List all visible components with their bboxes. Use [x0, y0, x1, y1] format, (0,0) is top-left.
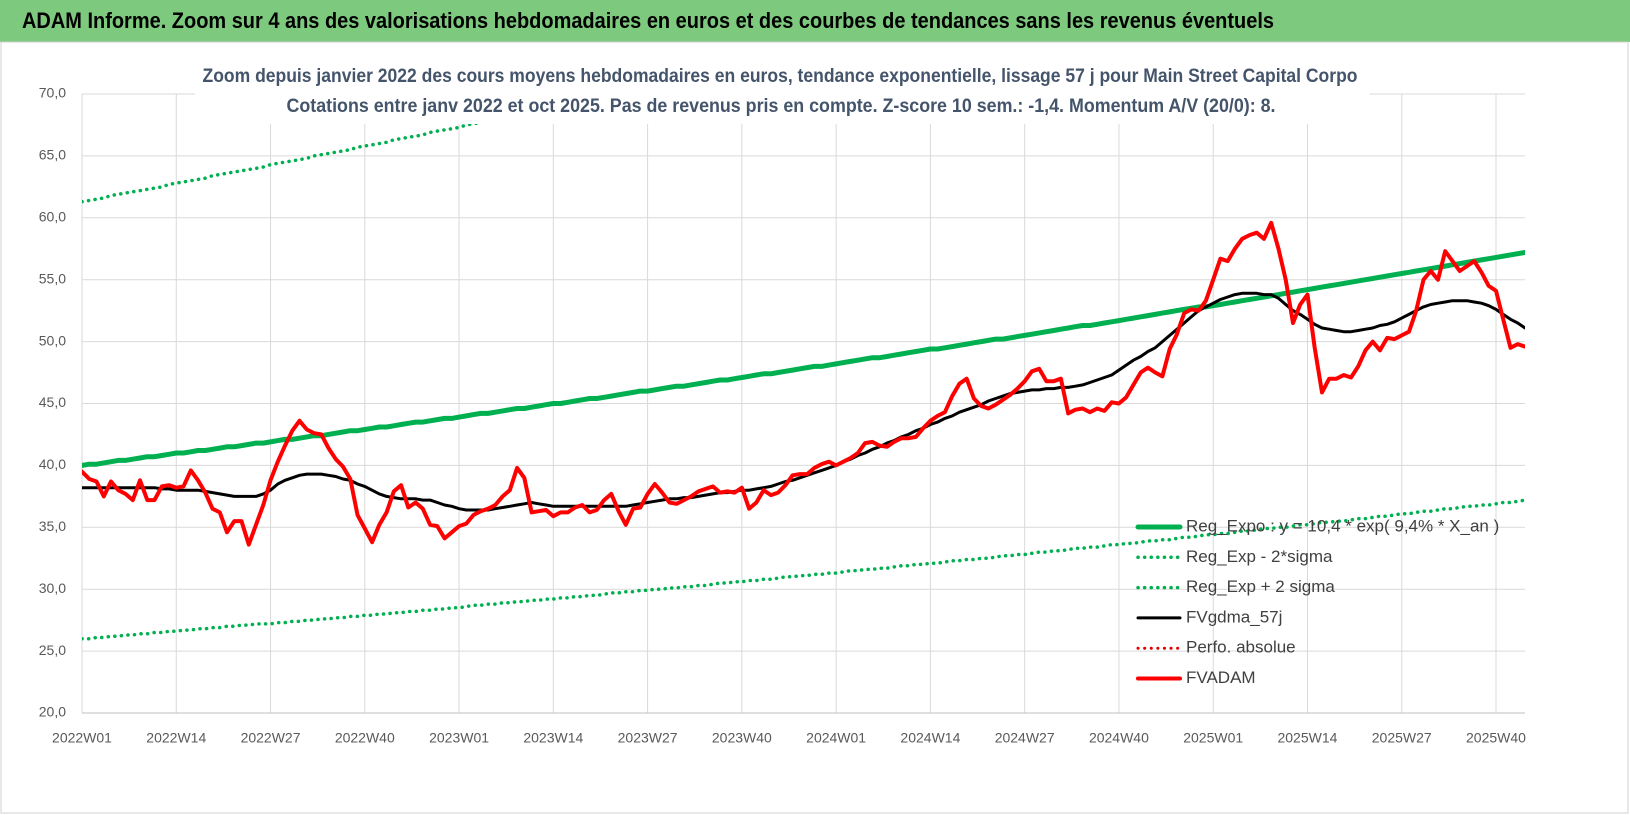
x-tick-label: 2024W14 [900, 730, 960, 746]
axes: 20,0 25,0 30,0 35,0 40,0 45,0 50,0 55,0 60,0 65,0… [39, 85, 1526, 746]
legend-label: FVADAM [1186, 668, 1256, 687]
x-tick-label: 2022W27 [241, 730, 301, 746]
legend-label: FVgdma_57j [1186, 607, 1282, 626]
legend-label: Reg_Exp - 2*sigma [1186, 547, 1333, 566]
series-line [82, 220, 1525, 547]
x-tick-label: 2023W14 [523, 730, 583, 746]
header-bar [0, 0, 1630, 42]
series-line [82, 291, 1525, 512]
y-tick-label: 30,0 [39, 580, 66, 596]
x-tick-label: 2022W01 [52, 730, 112, 746]
y-tick-label: 70,0 [39, 85, 66, 101]
x-tick-label: 2024W40 [1089, 730, 1149, 746]
legend: Reg_Expo : y = 10,4 * exp( 9,4% * X_an )… [1135, 516, 1499, 687]
legend-label: Reg_Exp + 2 sigma [1186, 577, 1335, 596]
x-tick-label: 2022W14 [146, 730, 206, 746]
legend-label: Perfo. absolue [1186, 638, 1296, 657]
x-tick-label: 2025W40 [1466, 730, 1526, 746]
x-tick-label: 2023W01 [429, 730, 489, 746]
chart-frame [0, 41, 1629, 814]
y-tick-label: 55,0 [39, 270, 66, 286]
x-tick-label: 2023W40 [712, 730, 772, 746]
x-tick-label: 2024W27 [995, 730, 1055, 746]
chart-subtitle: Cotations entre janv 2022 et oct 2025. P… [287, 96, 1276, 117]
x-tick-label: 2022W40 [335, 730, 395, 746]
y-tick-label: 45,0 [39, 394, 66, 410]
chart-title: ADAM Informe. Zoom sur 4 ans des valoris… [22, 8, 1274, 33]
plot-area [82, 94, 1525, 641]
subtitle-box [195, 60, 1370, 124]
series-line [82, 94, 624, 204]
x-tick-label: 2025W01 [1183, 730, 1243, 746]
y-tick-label: 25,0 [39, 642, 66, 658]
series-line [82, 498, 1525, 641]
chart-subtitle: Zoom depuis janvier 2022 des cours moyen… [203, 66, 1358, 87]
y-tick-label: 40,0 [39, 456, 66, 472]
x-tick-label: 2025W14 [1277, 730, 1337, 746]
y-tick-label: 35,0 [39, 518, 66, 534]
y-tick-label: 60,0 [39, 209, 66, 225]
x-tick-label: 2024W01 [806, 730, 866, 746]
y-tick-label: 20,0 [39, 704, 66, 720]
y-tick-label: 65,0 [39, 147, 66, 163]
x-tick-label: 2023W27 [618, 730, 678, 746]
y-tick-label: 50,0 [39, 332, 66, 348]
legend-label: Reg_Expo : y = 10,4 * exp( 9,4% * X_an ) [1186, 516, 1499, 535]
x-tick-label: 2025W27 [1372, 730, 1432, 746]
